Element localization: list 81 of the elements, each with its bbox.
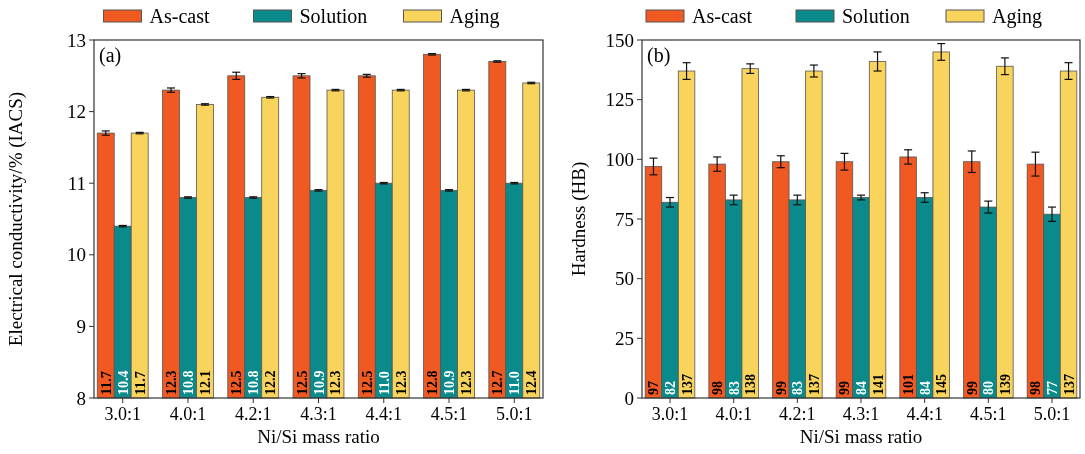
data-label: 141 — [870, 374, 886, 395]
data-label: 10.9 — [442, 370, 458, 395]
data-label: 12.3 — [393, 370, 409, 395]
data-label: 99 — [773, 381, 789, 395]
data-label: 137 — [1061, 374, 1077, 395]
x-axis-title: Ni/Si mass ratio — [799, 426, 923, 447]
y-tick-label: 8 — [76, 387, 86, 409]
data-label: 10.8 — [180, 370, 196, 395]
legend-label: As-cast — [692, 5, 753, 27]
data-label: 12.2 — [263, 370, 279, 395]
x-tick-label: 4.3:1 — [300, 404, 337, 424]
y-tick-label: 0 — [624, 387, 634, 409]
data-label: 83 — [790, 381, 806, 395]
y-tick-label: 150 — [605, 29, 634, 51]
data-label: 10.9 — [311, 370, 327, 395]
data-label: 12.8 — [425, 370, 441, 395]
x-tick-label: 4.4:1 — [906, 404, 943, 424]
y-axis-title: Electrical conductivity/% (IACS) — [5, 91, 27, 347]
data-label: 83 — [726, 381, 742, 395]
y-tick-label: 13 — [67, 29, 86, 51]
x-tick-label: 4.2:1 — [779, 404, 816, 424]
data-label: 10.4 — [115, 370, 131, 395]
y-tick-label: 125 — [605, 89, 634, 111]
data-label: 97 — [646, 381, 662, 395]
data-label: 99 — [837, 381, 853, 395]
y-tick-label: 50 — [615, 268, 634, 290]
data-label: 12.3 — [328, 370, 344, 395]
legend-label: Solution — [842, 5, 910, 27]
x-tick-label: 4.5:1 — [430, 404, 468, 424]
data-label: 98 — [1028, 381, 1044, 395]
legend-label: As-cast — [149, 5, 210, 27]
data-label: 12.5 — [229, 370, 245, 395]
chart-title: (a) — [99, 44, 122, 67]
data-label: 12.3 — [164, 370, 180, 395]
data-label: 84 — [854, 381, 869, 395]
x-tick-label: 4.3:1 — [842, 404, 880, 424]
data-label: 12.5 — [294, 370, 310, 395]
x-axis-title: Ni/Si mass ratio — [257, 426, 380, 447]
x-tick-label: 5.0:1 — [1033, 404, 1071, 424]
x-tick-label: 4.5:1 — [970, 404, 1007, 424]
data-label: 77 — [1044, 381, 1060, 395]
data-label: 99 — [964, 381, 980, 395]
data-label: 11.7 — [132, 371, 148, 395]
data-label: 12.3 — [458, 370, 474, 395]
y-tick-label: 75 — [615, 208, 634, 230]
data-label: 10.8 — [246, 370, 262, 395]
data-label: 137 — [806, 374, 822, 395]
data-label: 138 — [743, 374, 759, 395]
legend-label: Aging — [992, 5, 1042, 28]
legend-label: Solution — [299, 5, 368, 27]
x-tick-label: 5.0:1 — [496, 404, 533, 424]
data-label: 11.0 — [376, 371, 392, 395]
data-label: 12.1 — [197, 370, 213, 395]
data-label: 11.0 — [507, 371, 523, 395]
data-label: 98 — [710, 381, 726, 395]
x-tick-label: 4.0:1 — [169, 404, 207, 424]
x-tick-label: 3.0:1 — [651, 404, 689, 424]
x-tick-label: 4.4:1 — [365, 404, 403, 424]
y-tick-label: 10 — [67, 244, 86, 266]
x-tick-label: 4.2:1 — [234, 404, 272, 424]
y-axis-title: Hardness (HB) — [568, 161, 590, 277]
y-tick-label: 9 — [76, 316, 86, 338]
x-tick-label: 3.0:1 — [104, 404, 141, 424]
data-label: 80 — [981, 381, 997, 395]
data-label: 145 — [934, 374, 950, 395]
x-tick-label: 4.0:1 — [715, 404, 752, 424]
data-label: 139 — [997, 374, 1013, 395]
y-tick-label: 11 — [67, 172, 86, 194]
y-tick-label: 100 — [605, 148, 634, 170]
y-tick-label: 25 — [615, 327, 634, 349]
data-label: 101 — [901, 374, 917, 395]
data-label: 84 — [917, 381, 933, 395]
y-tick-label: 12 — [67, 101, 86, 123]
data-label: 12.7 — [490, 370, 506, 395]
data-label: 11.7 — [98, 371, 114, 395]
data-label: 137 — [679, 374, 695, 395]
legend-label: Aging — [449, 5, 500, 28]
data-label: 82 — [663, 381, 679, 395]
chart-title: (b) — [647, 44, 671, 67]
data-label: 12.5 — [359, 370, 375, 395]
data-label: 12.4 — [524, 370, 540, 395]
